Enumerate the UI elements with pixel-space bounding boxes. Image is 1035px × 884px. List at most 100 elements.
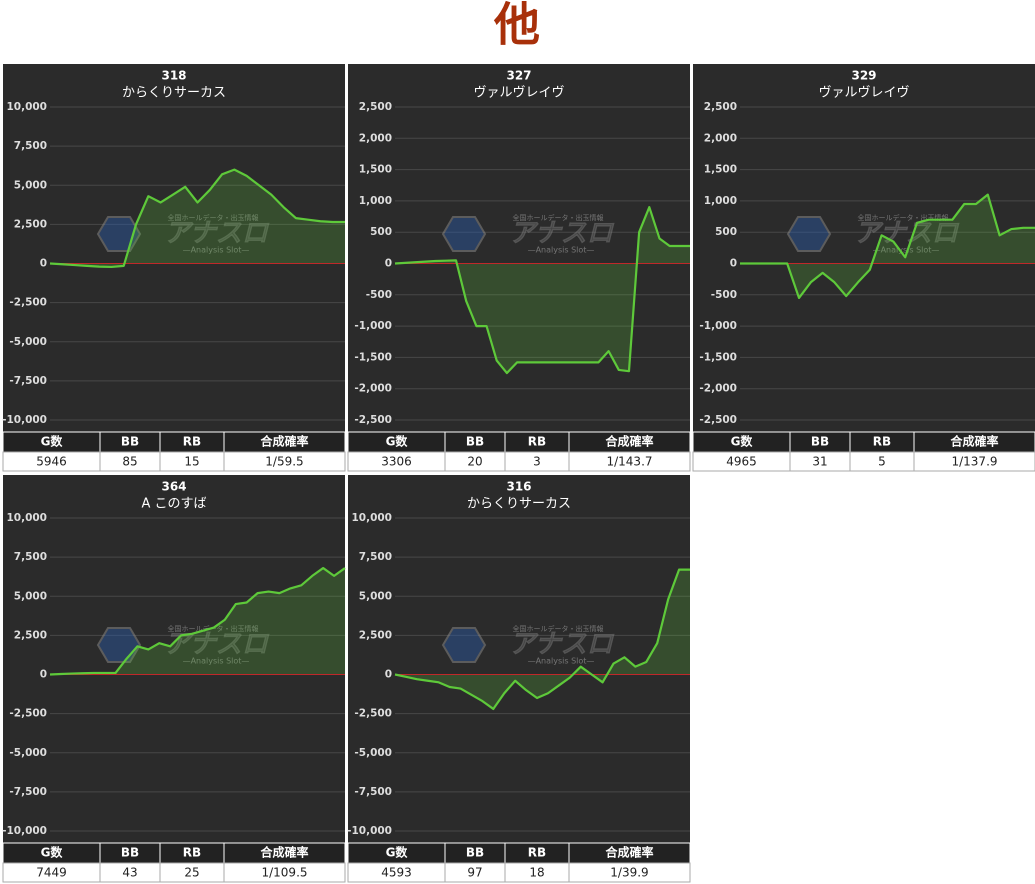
y-tick-label: -2,500: [699, 414, 737, 426]
table-header: 合成確率: [605, 434, 653, 449]
y-tick-label: 2,500: [14, 218, 47, 230]
chart-background: [693, 64, 1035, 432]
y-tick-label: 1,500: [704, 164, 737, 176]
watermark-sub: —Analysis Slot—: [528, 657, 595, 666]
chart-background: [3, 64, 345, 432]
chart-title: 364: [161, 480, 186, 494]
chart-title: 329: [851, 69, 876, 83]
y-tick-label: -1,000: [699, 320, 737, 332]
watermark-logo-text: アナスロ: [164, 219, 269, 249]
watermark-logo: [441, 216, 487, 252]
y-tick-label: -1,500: [699, 351, 737, 363]
y-tick-label: -7,500: [354, 786, 392, 798]
y-tick-label: -5,000: [9, 747, 47, 759]
table-header: BB: [466, 435, 484, 449]
y-tick-label: -2,000: [699, 383, 737, 395]
page-title: 他: [493, 0, 540, 52]
table-value: 4965: [726, 455, 757, 469]
table-value: 85: [122, 455, 137, 469]
chart-title: 327: [506, 69, 531, 83]
y-tick-label: -1,000: [354, 320, 392, 332]
y-tick-label: -1,500: [354, 351, 392, 363]
y-tick-label: 5,000: [14, 179, 47, 191]
table-header: 合成確率: [260, 845, 308, 860]
y-tick-label: -7,500: [9, 375, 47, 387]
chart-subtitle: からくりサーカス: [122, 86, 226, 101]
y-tick-label: -10,000: [2, 825, 47, 837]
table-value: 5: [878, 455, 886, 469]
watermark-tagline: 全国ホールデータ・出玉情報: [168, 213, 259, 222]
y-tick-label: -2,500: [354, 414, 392, 426]
table-value: 3306: [381, 455, 412, 469]
y-tick-label: 500: [715, 226, 737, 238]
y-tick-label: 10,000: [6, 512, 47, 524]
watermark-tagline: 全国ホールデータ・出玉情報: [858, 213, 949, 222]
y-tick-label: 7,500: [359, 551, 392, 563]
table-header: 合成確率: [950, 434, 998, 449]
table-header: RB: [528, 846, 546, 860]
watermark-logo: [96, 627, 142, 663]
chart-title: 318: [161, 69, 186, 83]
y-tick-label: 0: [730, 258, 737, 270]
y-tick-label: -7,500: [9, 786, 47, 798]
y-tick-label: -10,000: [347, 825, 392, 837]
table-value: 5946: [36, 455, 67, 469]
table-header: G数: [386, 845, 409, 860]
y-tick-label: 2,500: [14, 629, 47, 641]
y-tick-label: 2,500: [359, 101, 392, 113]
y-tick-label: 7,500: [14, 140, 47, 152]
table-header: RB: [873, 435, 891, 449]
line: [394, 206, 690, 375]
watermark-tagline: 全国ホールデータ・出玉情報: [513, 213, 604, 222]
table-cell: [568, 862, 691, 883]
area-fill: [395, 207, 690, 374]
y-tick-label: 1,000: [359, 195, 392, 207]
chart-background: [348, 64, 690, 432]
y-tick-label: -2,500: [9, 297, 47, 309]
y-tick-label: 2,000: [359, 132, 392, 144]
chart-subtitle: からくりサーカス: [467, 497, 571, 512]
table-cell: [223, 862, 346, 883]
watermark-sub: —Analysis Slot—: [528, 246, 595, 255]
y-tick-label: -2,500: [354, 708, 392, 720]
y-tick-label: -500: [366, 289, 392, 301]
table-cell: [223, 451, 346, 472]
table-header: G数: [41, 845, 64, 860]
watermark-tagline: 全国ホールデータ・出玉情報: [513, 624, 604, 633]
y-tick-label: -10,000: [2, 414, 47, 426]
table-cell: [913, 451, 1035, 472]
watermark-sub: —Analysis Slot—: [183, 246, 250, 255]
watermark-sub: —Analysis Slot—: [183, 657, 250, 666]
table-value: 18: [529, 866, 544, 880]
y-tick-label: -500: [711, 289, 737, 301]
y-tick-label: 10,000: [351, 512, 392, 524]
y-tick-label: 5,000: [359, 590, 392, 602]
area-fill: [50, 568, 345, 675]
y-tick-label: 1,000: [704, 195, 737, 207]
watermark-sub: —Analysis Slot—: [873, 246, 940, 255]
line: [740, 193, 1035, 300]
table-value: 25: [184, 866, 199, 880]
line: [49, 168, 345, 269]
table-value: 31: [812, 455, 827, 469]
area-fill: [740, 194, 1035, 298]
table-header: RB: [183, 846, 201, 860]
table-header: G数: [386, 434, 409, 449]
chart-background: [348, 475, 690, 843]
table-cell: [568, 451, 691, 472]
table-header: G数: [41, 434, 64, 449]
table-value: 20: [467, 455, 482, 469]
watermark-logo-text: アナスロ: [509, 630, 614, 660]
y-tick-label: 2,500: [359, 629, 392, 641]
y-tick-label: -5,000: [9, 336, 47, 348]
watermark-logo-text: アナスロ: [509, 219, 614, 249]
y-tick-label: -2,000: [354, 383, 392, 395]
watermark-logo-text: アナスロ: [854, 219, 959, 249]
table-header: BB: [121, 435, 139, 449]
